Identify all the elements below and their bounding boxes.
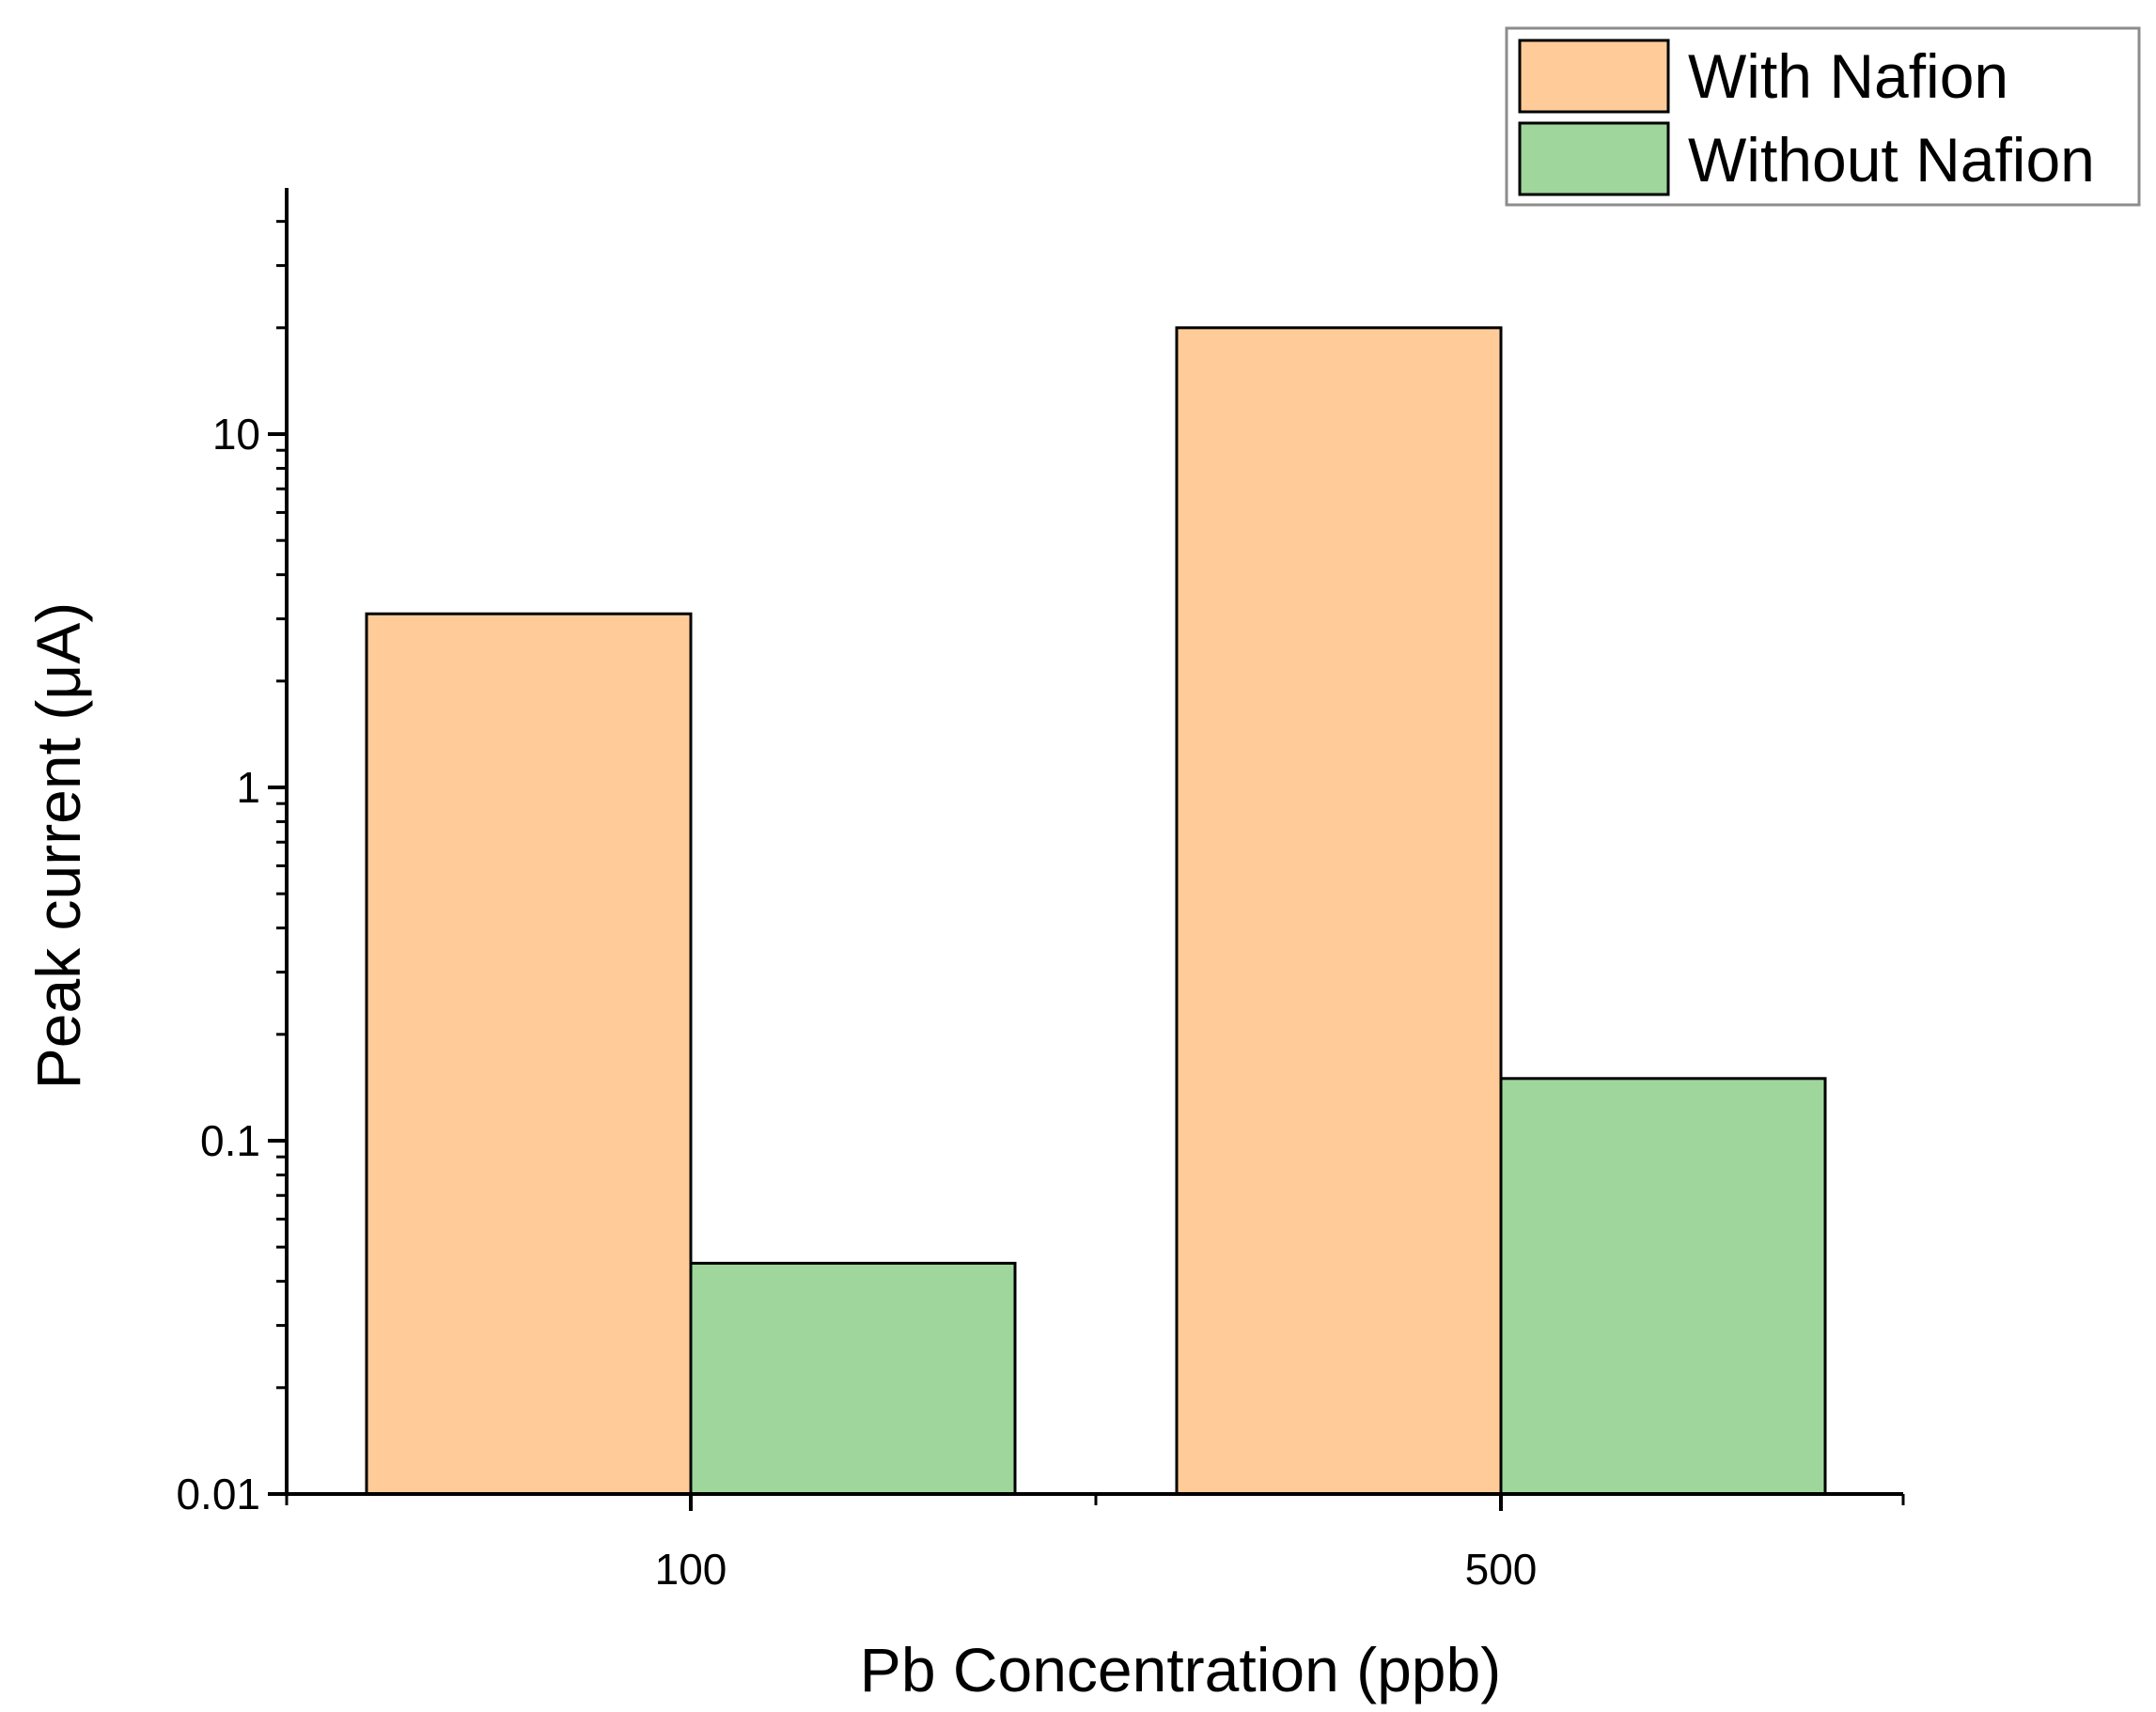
x-tick-label-500: 500: [1465, 1545, 1538, 1594]
y-tick-label: 1: [236, 763, 260, 812]
bars-layer: [365, 326, 1827, 1496]
legend: With Nafion Without Nafion: [1505, 26, 2141, 207]
y-tick-label: 0.1: [200, 1116, 260, 1165]
bar-with-nafion-500: [1175, 326, 1503, 1496]
bar-with-nafion-100: [365, 612, 693, 1496]
legend-label-with-nafion: With Nafion: [1688, 41, 2008, 111]
legend-label-without-nafion: Without Nafion: [1688, 125, 2095, 195]
labels-layer: 0.01 0.1 1 10 100 500: [176, 410, 1537, 1594]
legend-swatch-with-nafion: [1518, 39, 1670, 114]
y-tick-label: 10: [212, 410, 260, 459]
bar-without-nafion-500: [1499, 1077, 1827, 1496]
x-tick-label-100: 100: [655, 1545, 727, 1594]
bar-without-nafion-100: [689, 1261, 1017, 1496]
axes-layer: [268, 188, 1905, 1511]
legend-swatch-without-nafion: [1518, 121, 1670, 196]
y-axis-title: Peak current (μA): [23, 602, 93, 1090]
y-tick-label: 0.01: [176, 1470, 260, 1518]
x-axis-title: Pb Concentration (ppb): [860, 1635, 1501, 1704]
